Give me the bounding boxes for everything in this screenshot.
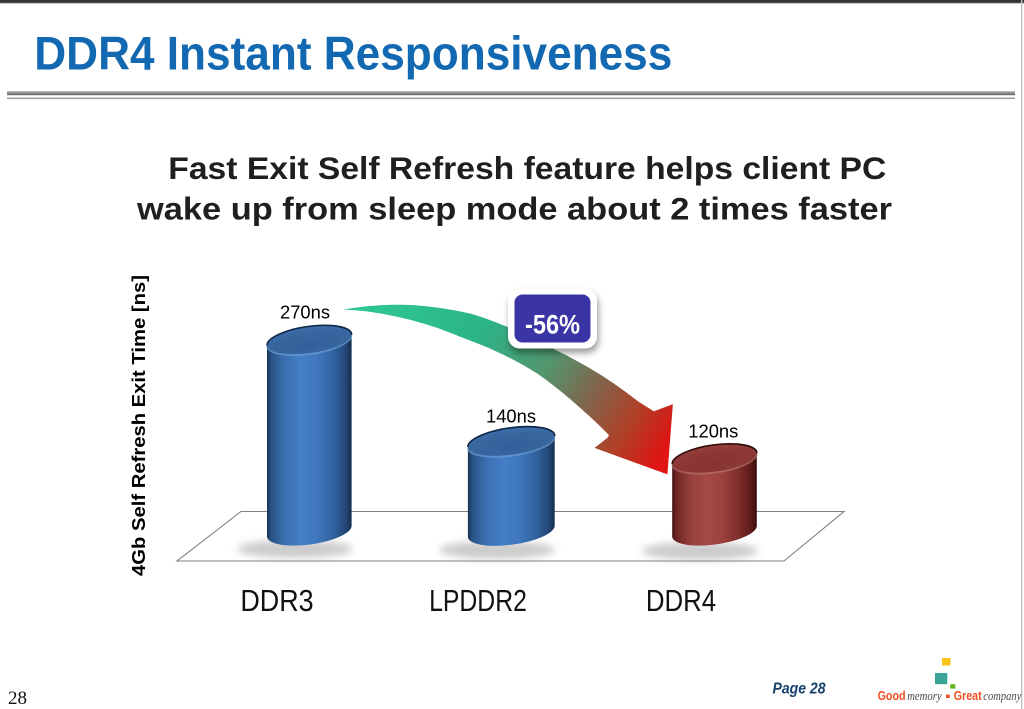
svg-text:wake up from sleep mode about: wake up from sleep mode about 2 times fa…: [136, 192, 892, 227]
svg-text:4Gb Self Refresh Exit Time [ns: 4Gb Self Refresh Exit Time [ns]: [129, 275, 149, 576]
svg-text:120ns: 120ns: [688, 422, 738, 442]
svg-text:DDR4 Instant Responsiveness: DDR4 Instant Responsiveness: [34, 27, 672, 80]
svg-text:28: 28: [8, 688, 27, 709]
svg-text:Good: Good: [878, 689, 906, 703]
svg-text:270ns: 270ns: [280, 303, 330, 323]
svg-text:Page 28: Page 28: [773, 681, 826, 698]
svg-text:DDR3: DDR3: [240, 585, 313, 618]
svg-text:LPDDR2: LPDDR2: [429, 585, 527, 618]
svg-text:-56%: -56%: [525, 310, 580, 340]
svg-text:company: company: [983, 688, 1021, 703]
svg-text:Great: Great: [954, 689, 983, 703]
svg-text:140ns: 140ns: [486, 407, 536, 427]
svg-text:memory: memory: [907, 688, 942, 703]
svg-text:DDR4: DDR4: [646, 585, 716, 618]
svg-text:Fast Exit Self Refresh feature: Fast Exit Self Refresh feature helps cli…: [168, 151, 886, 186]
